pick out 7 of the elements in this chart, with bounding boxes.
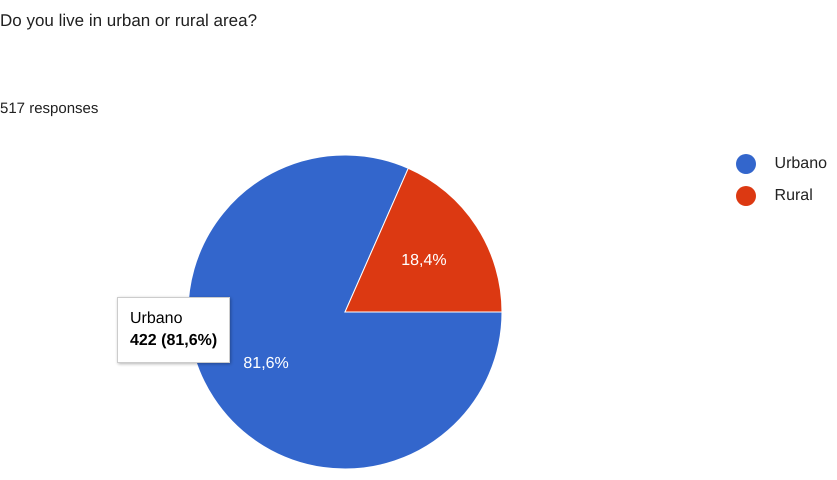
legend-label: Rural bbox=[774, 187, 813, 205]
text: Urbano 422 (81,6%) bbox=[130, 309, 218, 351]
data-label: 81,6% bbox=[243, 354, 289, 372]
legend-label: Urbano bbox=[774, 155, 827, 173]
text: 517 responses bbox=[0, 100, 98, 117]
data-label: 18,4% bbox=[401, 252, 447, 270]
chart-title: Do you live in urban or rural area? bbox=[0, 10, 258, 32]
